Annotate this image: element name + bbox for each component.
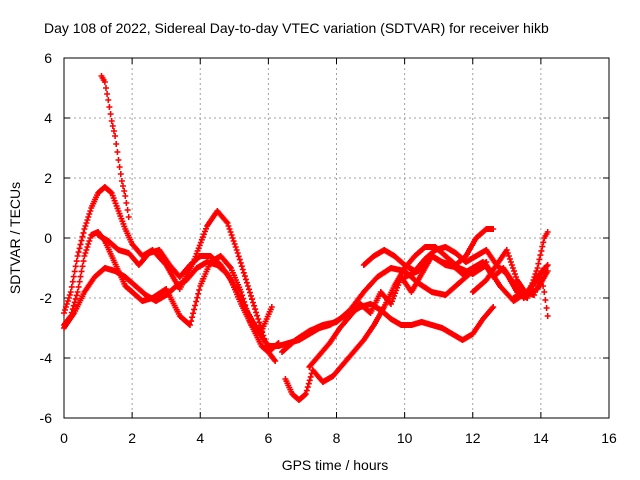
series-track-2 [98,73,132,220]
x-tick-label: 12 [465,430,481,446]
series-track-8 [279,259,490,355]
x-tick-label: 14 [533,430,549,446]
series-track-12 [510,271,551,319]
data-point-marks [510,271,551,319]
y-tick-label: 2 [44,170,52,186]
x-tick-label: 8 [333,430,341,446]
x-tick-labels: 0 2 4 6 8 10 12 14 16 [60,430,617,446]
data-point-marks [61,259,497,349]
series-track-4 [61,259,497,349]
x-tick-label: 4 [196,430,204,446]
y-tick-label: -2 [40,290,53,306]
grid [64,58,609,418]
data-point-marks [98,73,132,220]
y-tick-label: -6 [40,410,53,426]
x-tick-label: 0 [60,430,68,446]
x-tick-label: 2 [128,430,136,446]
x-tick-label: 10 [397,430,413,446]
data-points [61,73,551,403]
axis-ticks [63,57,610,419]
x-axis-label: GPS time / hours [282,457,389,473]
x-tick-label: 6 [264,430,272,446]
y-tick-label: -4 [40,350,53,366]
series-track-1 [61,184,279,364]
y-tick-label: 4 [44,110,52,126]
y-tick-labels: -6 -4 -2 0 2 4 6 [40,50,53,426]
series-track-5 [95,232,275,334]
data-point-marks [279,259,490,355]
chart-title: Day 108 of 2022, Sidereal Day-to-day VTE… [44,20,549,36]
y-tick-label: 0 [44,230,52,246]
data-point-marks [61,184,279,364]
y-tick-label: 6 [44,50,52,66]
x-tick-label: 16 [601,430,617,446]
y-axis-label: SDTVAR / TECUs [7,182,23,294]
data-point-marks [95,232,275,334]
